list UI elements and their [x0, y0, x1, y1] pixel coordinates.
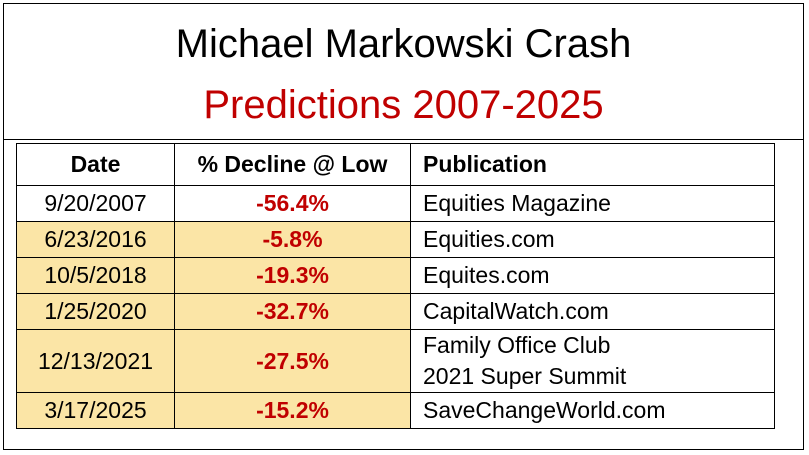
title-box: Michael Markowski Crash Predictions 2007…	[4, 4, 803, 140]
table-row: 3/17/2025 -15.2% SaveChangeWorld.com	[16, 392, 775, 429]
decline-cell: -15.2%	[174, 392, 411, 429]
date-cell: 9/20/2007	[16, 185, 175, 222]
header-date: Date	[16, 143, 175, 186]
header-decline: % Decline @ Low	[174, 143, 411, 186]
publication-cell: Family Office Club 2021 Super Summit	[410, 329, 775, 393]
decline-cell: -27.5%	[174, 329, 411, 393]
title-line-1: Michael Markowski Crash	[175, 22, 632, 66]
decline-cell: -19.3%	[174, 257, 411, 294]
date-cell: 6/23/2016	[16, 221, 175, 258]
decline-cell: -5.8%	[174, 221, 411, 258]
table-header-row: Date % Decline @ Low Publication	[16, 143, 775, 186]
date-cell: 3/17/2025	[16, 392, 175, 429]
date-cell: 1/25/2020	[16, 293, 175, 330]
decline-cell: -32.7%	[174, 293, 411, 330]
publication-cell: Equities Magazine	[410, 185, 775, 222]
header-publication: Publication	[410, 143, 775, 186]
publication-cell: SaveChangeWorld.com	[410, 392, 775, 429]
publication-cell: Equities.com	[410, 221, 775, 258]
publication-cell: Equites.com	[410, 257, 775, 294]
table-row: 9/20/2007 -56.4% Equities Magazine	[16, 185, 775, 222]
predictions-table: Date % Decline @ Low Publication 9/20/20…	[16, 143, 775, 429]
slide-frame: Michael Markowski Crash Predictions 2007…	[3, 3, 804, 450]
date-cell: 10/5/2018	[16, 257, 175, 294]
publication-line-2: 2021 Super Summit	[423, 363, 627, 389]
table-row: 10/5/2018 -19.3% Equites.com	[16, 257, 775, 294]
publication-cell: CapitalWatch.com	[410, 293, 775, 330]
date-cell: 12/13/2021	[16, 329, 175, 393]
title-line-2: Predictions 2007-2025	[203, 83, 604, 127]
table-row: 6/23/2016 -5.8% Equities.com	[16, 221, 775, 258]
decline-cell: -56.4%	[174, 185, 411, 222]
publication-line-1: Family Office Club	[423, 332, 611, 358]
table-row: 1/25/2020 -32.7% CapitalWatch.com	[16, 293, 775, 330]
table-row: 12/13/2021 -27.5% Family Office Club 202…	[16, 329, 775, 393]
